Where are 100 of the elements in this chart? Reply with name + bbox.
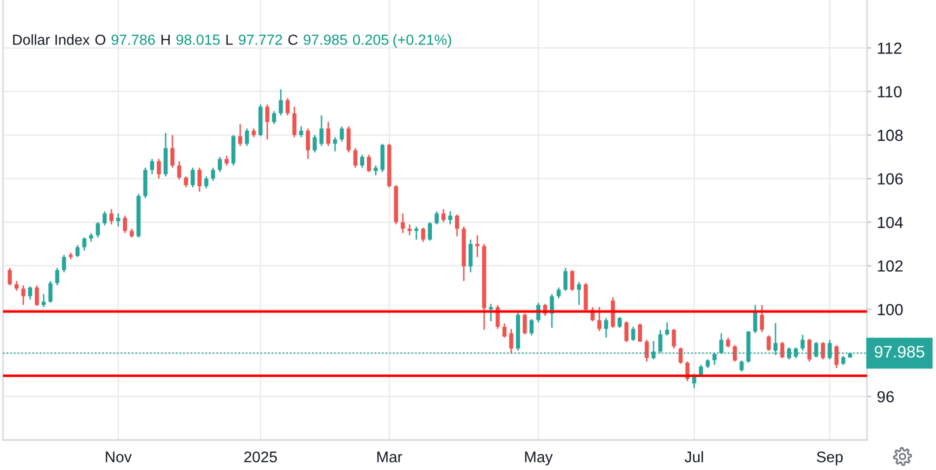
- candlestick: [475, 234, 480, 258]
- candlestick: [238, 123, 242, 147]
- candlestick: [190, 167, 195, 188]
- y-tick-label: 106: [878, 173, 903, 185]
- candlestick: [644, 339, 649, 362]
- y-tick-label: 96: [877, 391, 894, 402]
- candlestick: [102, 210, 107, 226]
- candlestick: [224, 155, 229, 166]
- candlestick: [509, 328, 514, 354]
- candlestick: [346, 126, 351, 154]
- candlestick: [14, 280, 19, 292]
- candlestick: [312, 134, 317, 154]
- candlestick: [576, 281, 582, 306]
- candlestick: [807, 338, 812, 362]
- y-tick-label: 100: [878, 304, 903, 316]
- candlestick: [604, 317, 608, 338]
- candlestick: [21, 284, 26, 306]
- candlestick: [184, 176, 188, 188]
- candlestick: [326, 121, 330, 147]
- candlestick: [820, 341, 825, 360]
- candlestick: [400, 212, 405, 234]
- x-tick-label: Mar: [377, 452, 402, 462]
- candlestick: [597, 306, 602, 332]
- candlestick: [530, 318, 534, 336]
- candlestick: [726, 336, 730, 348]
- candlestick: [563, 267, 568, 292]
- candlestick: [766, 334, 771, 352]
- candlestick: [82, 236, 86, 252]
- candlestick: [434, 210, 439, 226]
- x-tick-label: Sep: [816, 452, 843, 466]
- candlestick: [638, 322, 642, 343]
- candlestick: [522, 312, 527, 336]
- y-tick-label: 108: [878, 130, 903, 141]
- candlestick: [170, 134, 174, 168]
- candlestick: [360, 154, 364, 168]
- candlestick: [753, 304, 758, 334]
- candlestick: [55, 267, 60, 286]
- candlestick: [556, 286, 561, 300]
- x-tick-label: 2025: [244, 452, 277, 462]
- candlestick: [306, 128, 310, 160]
- candlestick: [448, 210, 452, 226]
- candlestick: [780, 341, 784, 360]
- candlestick: [353, 147, 358, 168]
- ref-line-label: 97.985: [874, 346, 924, 358]
- y-tick-label: 110: [878, 86, 902, 98]
- candlestick: [42, 293, 46, 308]
- candlestick: [333, 136, 338, 152]
- candlestick: [441, 208, 446, 223]
- candlestick: [502, 322, 506, 338]
- candlestick: [34, 284, 39, 307]
- candlestick: [421, 226, 426, 242]
- candlestick: [340, 126, 344, 142]
- candlestick: [177, 160, 182, 180]
- candlestick: [265, 104, 270, 140]
- candlestick: [488, 303, 493, 322]
- candlestick: [150, 158, 154, 175]
- candlestick: [740, 360, 744, 372]
- x-tick-label: May: [525, 452, 553, 466]
- candlestick: [319, 114, 324, 147]
- candlestick: [109, 208, 114, 226]
- y-tick-label: 104: [878, 216, 903, 228]
- candlestick: [116, 212, 120, 228]
- candlestick: [204, 176, 208, 190]
- candlestick: [624, 320, 628, 343]
- candlestick: [62, 254, 66, 273]
- candlestick: [570, 269, 574, 292]
- candlestick: [292, 106, 296, 138]
- candlestick: [800, 334, 805, 352]
- candlestick: [122, 214, 128, 234]
- candlestick: [468, 238, 473, 273]
- candlestick: [834, 344, 839, 369]
- candlestick: [374, 164, 378, 176]
- candlestick: [286, 97, 290, 116]
- y-tick-label: 102: [878, 260, 903, 272]
- candlestick: [197, 167, 202, 192]
- candlestick: [48, 280, 52, 304]
- candlestick: [678, 346, 683, 364]
- candlestick: [211, 167, 216, 182]
- x-tick-label: Jul: [684, 451, 703, 462]
- candlestick: [428, 221, 432, 242]
- candlestick: [299, 126, 304, 138]
- candlestick: [760, 304, 764, 333]
- candlestick: [28, 286, 32, 300]
- candlestick: [8, 267, 12, 286]
- candlestick: [366, 154, 371, 173]
- candlestick: [156, 158, 161, 180]
- x-tick-label: Nov: [106, 452, 132, 462]
- candlestick: [665, 322, 670, 336]
- y-tick-label: 112: [878, 42, 902, 54]
- candlestick: [454, 214, 460, 238]
- candlestick: [218, 156, 222, 173]
- candlestick: [278, 88, 283, 116]
- candlestick: [244, 128, 249, 147]
- text: O 97.786 H 98.015 L 97.772 C 97.985 0.205 (+0.21%): [95, 34, 452, 48]
- candlestick: [96, 221, 100, 238]
- candlestick: [414, 226, 418, 240]
- candlestick: [76, 244, 80, 258]
- candlestick: [732, 344, 737, 362]
- candlestick: [618, 316, 622, 329]
- candlestick: [631, 326, 636, 342]
